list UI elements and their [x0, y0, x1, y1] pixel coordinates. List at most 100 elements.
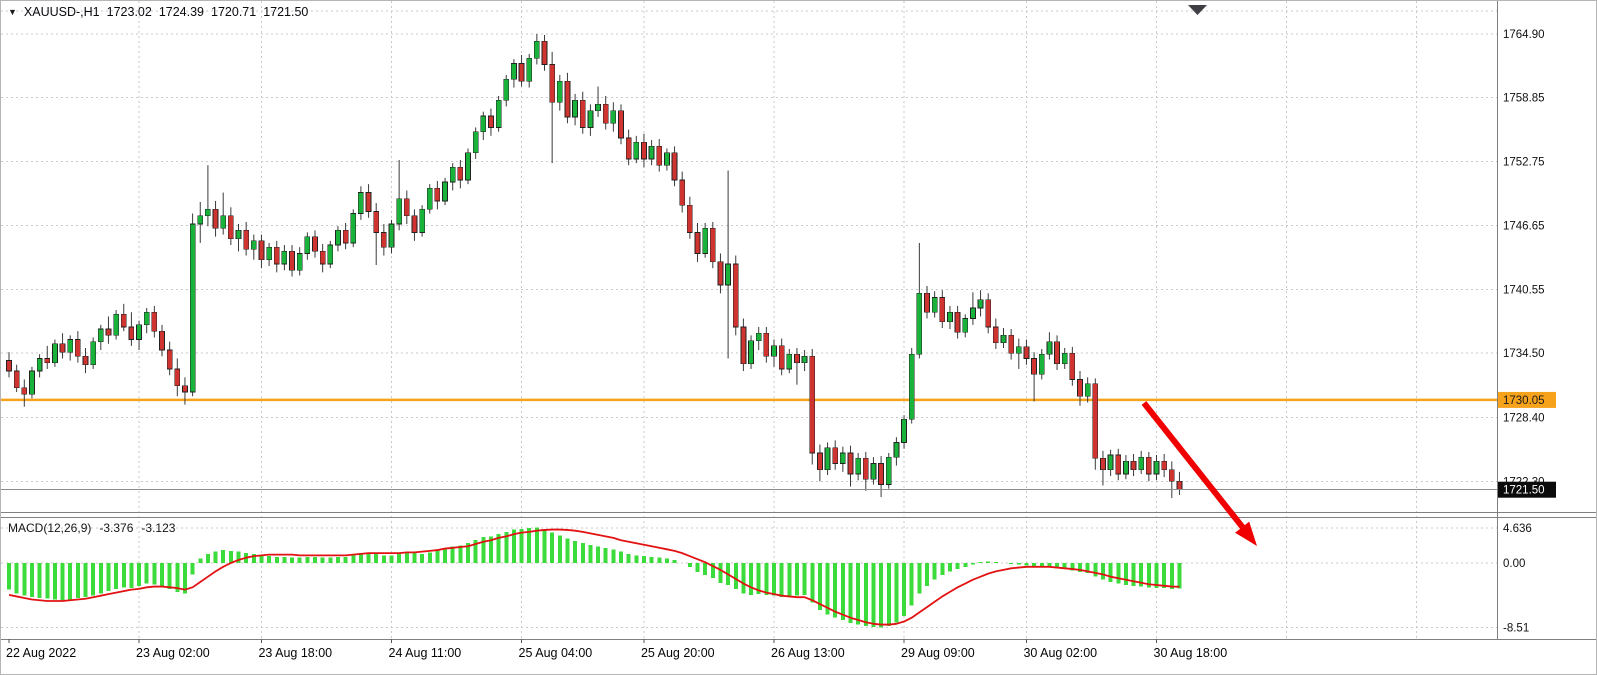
candle-body [1000, 335, 1007, 344]
macd-histogram-bar [511, 529, 516, 563]
macd-histogram-bar [657, 557, 662, 563]
macd-histogram-bar [879, 563, 884, 628]
candle-body [1123, 461, 1129, 475]
time-axis-label: 29 Aug 09:00 [901, 646, 975, 660]
candle-body [1092, 383, 1099, 459]
candle-body [166, 349, 173, 370]
candle-body [511, 63, 517, 80]
candle-body [312, 236, 318, 252]
macd-axis-label: -8.51 [1503, 623, 1529, 635]
macd-histogram-bar [190, 563, 195, 575]
candle-body [924, 293, 930, 313]
macd-histogram-bar [75, 563, 80, 598]
chart-header: ▼ XAUUSD-,H1 1723.02 1724.39 1720.71 172… [8, 5, 308, 19]
macd-signal-value: -3.123 [141, 521, 176, 535]
macd-histogram-bar [496, 534, 501, 563]
macd-histogram-bar [282, 556, 287, 563]
candle-body [1015, 346, 1022, 354]
macd-histogram-bar [259, 555, 264, 563]
candle-body [778, 345, 785, 370]
macd-histogram-bar [1009, 563, 1014, 564]
candle-body [947, 311, 953, 323]
macd-histogram-bar [833, 563, 838, 618]
macd-histogram-bar [1039, 563, 1044, 568]
macd-histogram-bar [328, 557, 333, 563]
macd-histogram-bar [504, 531, 509, 563]
candle-body [717, 261, 724, 286]
time-axis-label: 25 Aug 20:00 [641, 646, 715, 660]
candle-body [243, 230, 249, 250]
macd-histogram-bar [695, 563, 700, 573]
candle-body [434, 188, 441, 202]
candle-body [931, 297, 938, 313]
trend-arrow-shaft[interactable] [1141, 401, 1247, 531]
candle-body [526, 57, 533, 82]
macd-histogram-bar [664, 558, 669, 563]
symbol-dropdown-icon[interactable]: ▼ [8, 6, 17, 17]
candle-body [67, 339, 74, 353]
macd-histogram-bar [1154, 563, 1159, 589]
candle-body [113, 314, 119, 336]
macd-histogram-bar [228, 550, 233, 563]
macd-histogram-bar [481, 537, 486, 563]
candle-body [465, 152, 471, 181]
candle-body [128, 326, 135, 340]
macd-histogram-bar [389, 555, 394, 563]
macd-histogram-bar [1139, 563, 1144, 587]
macd-histogram-bar [863, 563, 868, 627]
candle-body [518, 63, 525, 82]
chart-shift-marker[interactable] [1188, 5, 1207, 15]
price-tag-text: 1730.05 [1503, 395, 1545, 407]
trend-arrow-head[interactable] [1235, 521, 1257, 546]
macd-histogram-bar [1078, 563, 1082, 573]
macd-histogram-bar [313, 556, 317, 563]
macd-histogram-bar [550, 532, 555, 563]
candle-body [1046, 341, 1053, 355]
candle-body [228, 215, 234, 240]
macd-histogram-bar [473, 540, 478, 563]
macd-histogram-bar [894, 563, 899, 623]
candle-body [266, 246, 272, 261]
candle-body [1168, 469, 1175, 482]
price-axis-label: 1752.75 [1503, 157, 1545, 169]
candle-body [396, 198, 402, 225]
macd-histogram-bar [1047, 563, 1052, 568]
candle-body [197, 215, 204, 225]
candle-body [21, 387, 28, 395]
macd-histogram-bar [764, 563, 769, 595]
macd-histogram-bar [488, 536, 493, 563]
macd-histogram-bar [856, 563, 861, 625]
macd-histogram-bar [741, 563, 746, 594]
macd-histogram-bar [267, 556, 272, 563]
macd-histogram-bar [947, 563, 952, 572]
candle-body [403, 198, 410, 217]
candle-body [212, 209, 219, 229]
candle-body [1130, 461, 1137, 471]
candle-body [13, 370, 20, 389]
price-axis-label: 1740.55 [1503, 285, 1545, 297]
candle-body [250, 240, 257, 250]
macd-signal-line [8, 528, 1180, 626]
price-axis-label: 1728.40 [1503, 412, 1545, 424]
macd-histogram-bar [251, 553, 256, 563]
candle-body [656, 146, 663, 166]
macd-histogram-bar [22, 563, 27, 596]
macd-histogram-bar [917, 563, 922, 594]
candle-body [449, 167, 456, 183]
candle-body [572, 99, 578, 118]
trend-arrow[interactable] [1141, 401, 1257, 546]
candle-body [694, 232, 701, 254]
macd-histogram-bar [420, 553, 425, 563]
macd-histogram-bar [114, 563, 119, 589]
macd-histogram-bar [519, 528, 524, 563]
candle-body [732, 263, 739, 328]
macd-histogram-bar [1100, 563, 1105, 580]
macd-histogram-bar [1024, 563, 1029, 566]
candle-body [817, 452, 823, 471]
macd-histogram-bar [221, 550, 226, 563]
macd-histogram-bar [167, 563, 172, 589]
price-axis-label: 1764.90 [1503, 29, 1545, 41]
macd-histogram-bar [802, 563, 807, 595]
candle-body [52, 343, 58, 363]
